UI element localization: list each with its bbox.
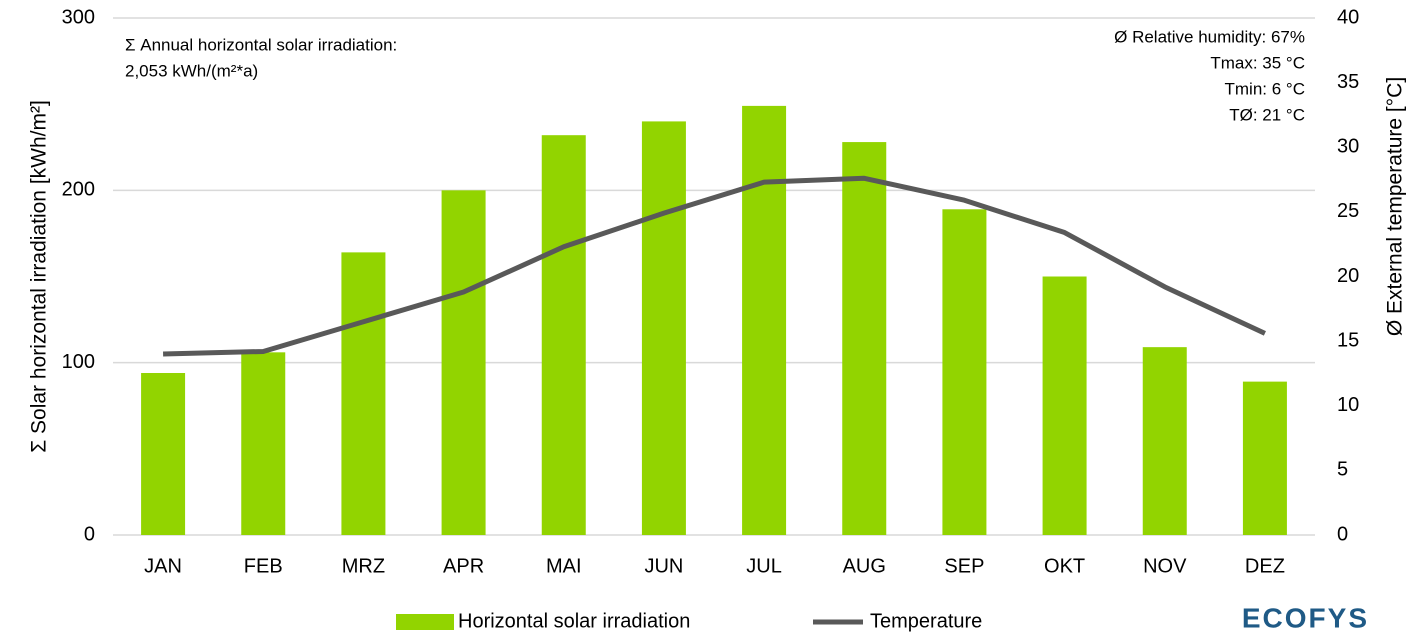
x-tick-label: JAN: [144, 555, 182, 577]
legend-label: Temperature: [870, 610, 982, 632]
y2-tick-label: 40: [1337, 6, 1359, 28]
x-tick-label: APR: [443, 555, 484, 577]
y2-tick-label: 5: [1337, 459, 1348, 481]
annotation: Tmin: 6 °C: [1225, 79, 1305, 98]
x-tick-label: JUL: [746, 555, 782, 577]
y2-axis-label: Ø External temperature [°C]: [1384, 77, 1407, 336]
y2-tick-label: 20: [1337, 265, 1359, 287]
x-tick-label: JUN: [644, 555, 683, 577]
bar: [942, 209, 987, 536]
y2-tick-label: 15: [1337, 329, 1359, 351]
legend-label: Horizontal solar irradiation: [458, 610, 690, 632]
y-tick-label: 300: [62, 6, 95, 28]
annotation: Tmax: 35 °C: [1210, 53, 1305, 72]
y2-tick-label: 0: [1337, 523, 1348, 545]
bar: [1042, 276, 1087, 535]
x-tick-label: AUG: [843, 555, 886, 577]
logo: ECOFYS: [1242, 602, 1369, 633]
bar: [141, 373, 186, 535]
x-tick-label: FEB: [244, 555, 283, 577]
line: [163, 175, 1266, 357]
x-tick-label: MRZ: [342, 555, 385, 577]
bar: [541, 135, 586, 536]
bar: [341, 252, 386, 535]
x-tick-label: MAI: [546, 555, 582, 577]
annotation: Σ Annual horizontal solar irradiation:: [125, 35, 397, 54]
x-tick-label: SEP: [944, 555, 984, 577]
y2-tick-label: 30: [1337, 136, 1359, 158]
bar: [641, 121, 686, 536]
bar: [441, 190, 486, 536]
annotation: 2,053 kWh/(m²*a): [125, 61, 258, 80]
annotation: TØ: 21 °C: [1229, 105, 1305, 124]
bar: [842, 142, 887, 535]
y-tick-label: 100: [62, 351, 95, 373]
bar: [1142, 347, 1187, 535]
annotation: Ø Relative humidity: 67%: [1114, 27, 1305, 46]
y2-tick-label: 25: [1337, 200, 1359, 222]
y-axis-label: Σ Solar horizontal irradiation [kWh/m²]: [28, 100, 51, 453]
y-tick-label: 200: [62, 179, 95, 201]
legend-swatch: [396, 614, 454, 630]
bar: [1242, 381, 1287, 535]
y-tick-label: 0: [84, 523, 95, 545]
bar: [241, 352, 286, 535]
x-tick-label: DEZ: [1245, 555, 1285, 577]
y2-tick-label: 10: [1337, 394, 1359, 416]
x-tick-label: NOV: [1143, 555, 1187, 577]
y2-tick-label: 35: [1337, 71, 1359, 93]
x-tick-label: OKT: [1044, 555, 1085, 577]
bar: [742, 105, 787, 535]
